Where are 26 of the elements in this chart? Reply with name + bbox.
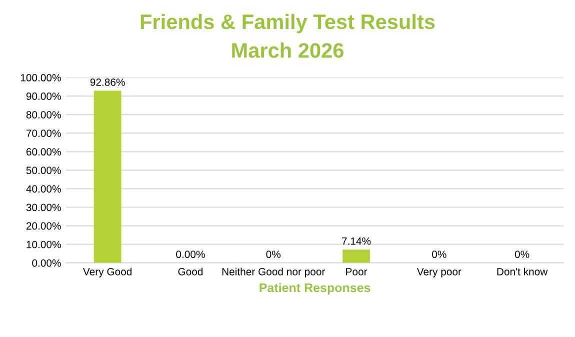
chart-subtitle: March 2026 (232, 42, 344, 58)
data-label: 0% (432, 250, 446, 258)
y-tick-label: 50.00% (26, 166, 61, 174)
chart-title: Friends & Family Test Results (140, 14, 435, 34)
y-tick-label: 100.00% (20, 74, 61, 82)
y-tick-label: 0.00% (32, 259, 61, 267)
data-label: 0% (266, 250, 281, 258)
x-tick-label: Good (178, 268, 203, 276)
data-label: 0% (514, 250, 530, 258)
y-tick-label: 90.00% (26, 92, 61, 100)
x-axis-title: Patient Responses (260, 282, 370, 295)
y-tick-label: 30.00% (26, 204, 61, 212)
x-tick-label: Very poor (416, 268, 462, 278)
x-tick-label: Neither Good nor poor (222, 268, 326, 278)
y-tick-label: 60.00% (26, 148, 61, 156)
y-tick-label: 10.00% (26, 240, 61, 248)
y-tick-label: 70.00% (26, 130, 61, 137)
y-tick-label: 40.00% (26, 185, 61, 193)
y-tick-label: 80.00% (26, 111, 61, 118)
data-label: 92.86% (90, 78, 125, 86)
data-label: 7.14% (342, 237, 371, 245)
data-label: 0.00% (176, 250, 205, 258)
x-tick-label: Poor (346, 268, 368, 276)
x-tick-label: Very Good (83, 268, 132, 278)
x-tick-label: Don't know (497, 268, 548, 276)
y-tick-label: 20.00% (26, 222, 61, 230)
